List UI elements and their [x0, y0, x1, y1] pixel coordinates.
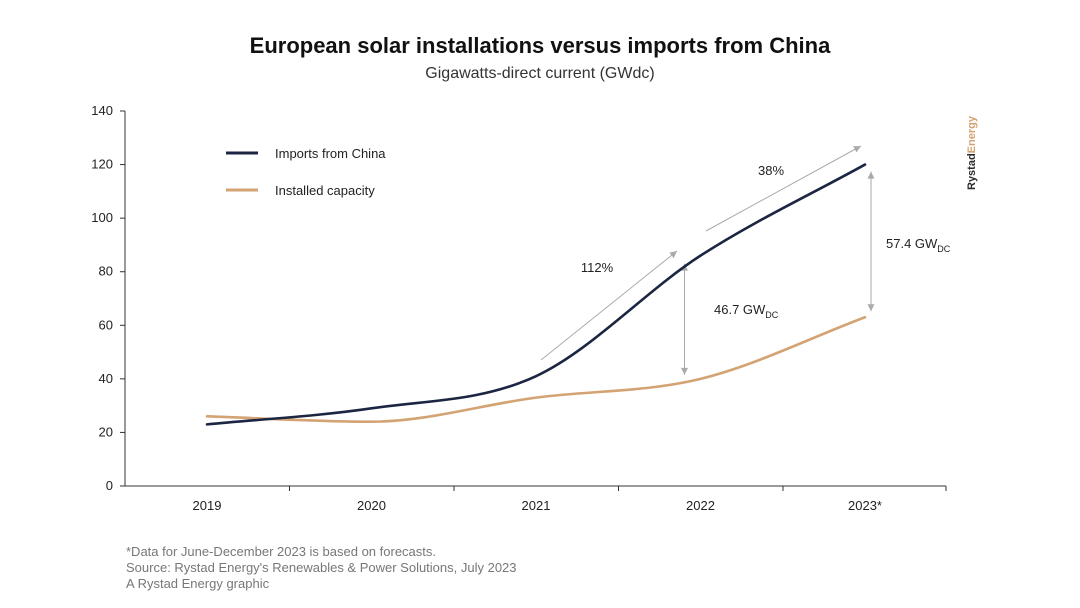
y-tick-label: 20 — [99, 424, 113, 439]
chart-title: European solar installations versus impo… — [250, 33, 831, 58]
footnote-forecast: *Data for June-December 2023 is based on… — [126, 544, 436, 559]
series-line-imports — [205, 163, 867, 426]
x-tick-label: 2023* — [848, 498, 882, 513]
y-tick-label: 80 — [99, 264, 113, 279]
gap-arrow-2023-head-start — [867, 304, 875, 312]
legend-label-installed: Installed capacity — [275, 183, 375, 198]
y-tick-label: 0 — [106, 478, 113, 493]
x-tick-label: 2021 — [522, 498, 551, 513]
series-lines — [205, 163, 867, 426]
legend-label-imports: Imports from China — [275, 146, 386, 161]
growth-arrow-2022-head — [669, 251, 677, 259]
growth-arrow-2023 — [705, 145, 862, 232]
footnote-source: Source: Rystad Energy's Renewables & Pow… — [126, 560, 517, 575]
gap-arrow-2022-head-start — [681, 367, 688, 375]
y-tick-label: 60 — [99, 317, 113, 332]
series-line-installed — [205, 315, 867, 424]
brand-part-1: Rystad — [966, 153, 978, 190]
growth-arrow-2022 — [540, 250, 678, 361]
x-tick-label: 2022 — [686, 498, 715, 513]
growth-label-2023: 38% — [758, 163, 784, 178]
gap-value-2022: 46.7 GW — [714, 302, 766, 317]
gap-value-2023: 57.4 GW — [886, 236, 938, 251]
growth-label-2022: 112% — [581, 260, 614, 275]
legend: Imports from China Installed capacity — [226, 146, 386, 198]
footnote-credit: A Rystad Energy graphic — [126, 576, 270, 591]
brand-part-2: Energy — [966, 115, 978, 153]
gap-label-2023: 57.4 GWDC — [886, 236, 951, 254]
gap-subscript-2022: DC — [765, 310, 778, 320]
y-tick-label: 140 — [91, 103, 113, 118]
growth-arrow-2023-head — [853, 146, 861, 153]
x-tick-label: 2020 — [357, 498, 386, 513]
gap-subscript-2023: DC — [937, 244, 950, 254]
brand-logo: RystadEnergy — [966, 115, 978, 190]
y-tick-label: 120 — [91, 157, 113, 172]
gap-arrow-2023-head — [867, 171, 875, 179]
y-tick-label: 100 — [91, 210, 113, 225]
y-tick-label: 40 — [99, 371, 113, 386]
x-tick-label: 2019 — [193, 498, 222, 513]
annotation-arrows — [540, 145, 875, 375]
axes: 0 20 40 60 80 100 120 140 2019 2020 2021 2022 2023* — [91, 103, 947, 513]
gap-label-2022: 46.7 GWDC — [714, 302, 779, 320]
chart-subtitle: Gigawatts-direct current (GWdc) — [425, 65, 654, 82]
